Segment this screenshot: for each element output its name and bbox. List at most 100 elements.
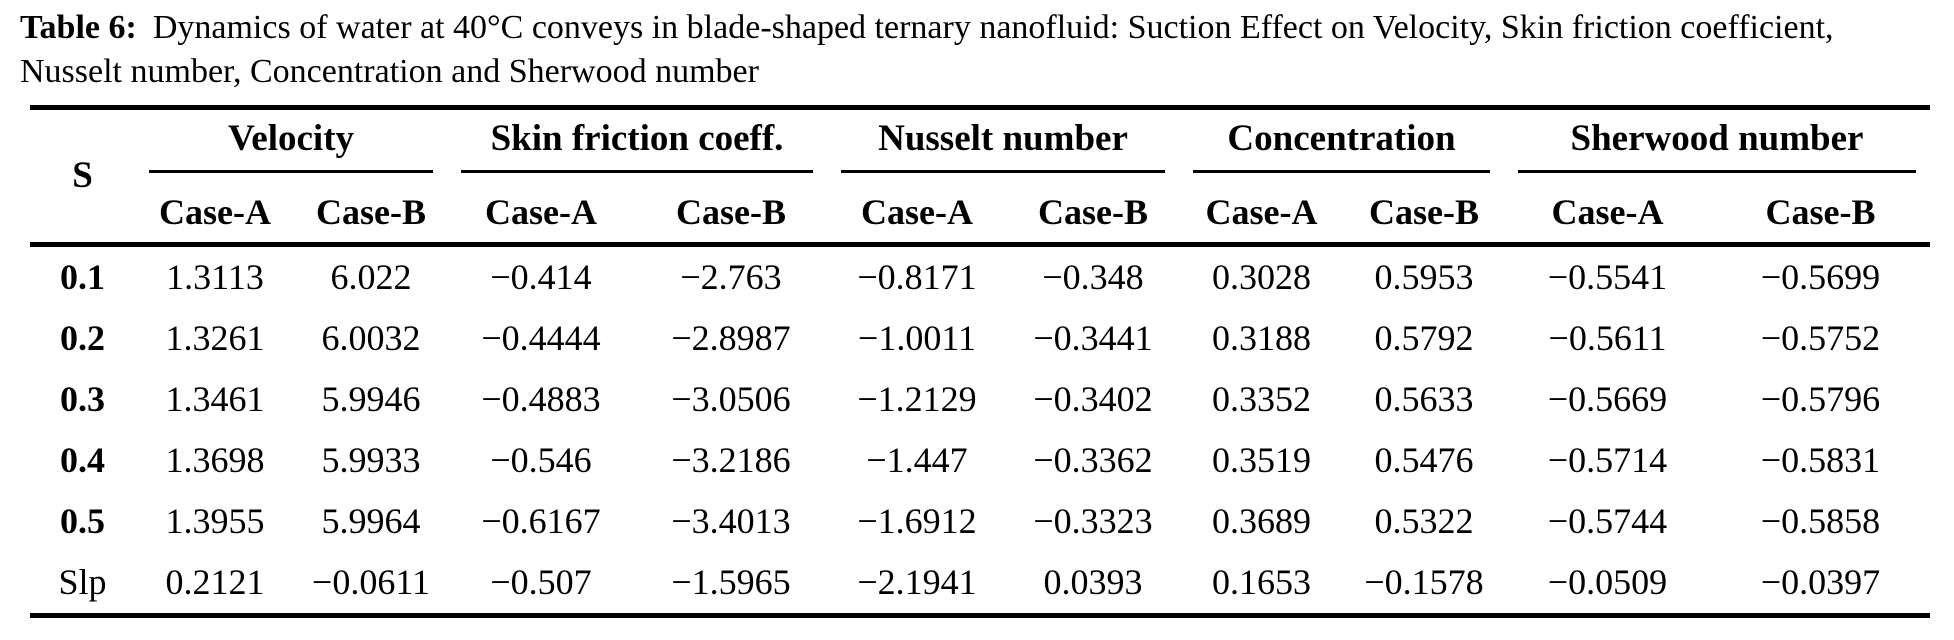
table-cell: −0.414	[490, 257, 592, 298]
table-cell: −0.348	[1042, 257, 1144, 298]
table-cell: −0.5699	[1760, 257, 1881, 298]
subheader-concentration-case-a: Case-A	[1205, 191, 1318, 232]
table-cell: −0.1578	[1364, 562, 1484, 603]
table-cell: −1.5965	[671, 562, 791, 603]
group-header-velocity: Velocity	[149, 118, 433, 173]
table-cell: −0.5669	[1547, 379, 1668, 420]
group-header-nusselt-cell: Nusselt number	[827, 108, 1179, 182]
table-cell: 0.3028	[1212, 257, 1311, 298]
subheader-sherwood-case-b: Case-B	[1765, 191, 1876, 232]
table-cell: −1.6912	[857, 501, 977, 542]
table-row: 0.3 1.3461 5.9946 −0.4883 −3.0506 −1.212…	[30, 369, 1930, 430]
table-cell: 1.3955	[165, 501, 265, 542]
table-row: 0.1 1.3113 6.022 −0.414 −2.763 −0.8171 −…	[30, 244, 1930, 308]
table-cell: −0.5858	[1760, 501, 1881, 542]
subheader-nusselt-case-a: Case-A	[861, 191, 973, 232]
table-header: S Velocity Skin friction coeff. Nusselt …	[30, 108, 1931, 245]
row-header-s: Slp	[58, 562, 107, 603]
subheader-nusselt-case-b: Case-B	[1038, 191, 1148, 232]
group-header-concentration-cell: Concentration	[1179, 108, 1504, 182]
row-header-s: 0.4	[60, 440, 105, 481]
table-cell: −2.763	[680, 257, 782, 298]
table-cell: −3.2186	[671, 440, 791, 481]
group-header-sherwood: Sherwood number	[1518, 118, 1917, 173]
subheader-skin-friction-case-a: Case-A	[485, 191, 597, 232]
table-cell: −0.6167	[481, 501, 601, 542]
table-row: Slp 0.2121 −0.0611 −0.507 −1.5965 −2.194…	[30, 552, 1930, 616]
table-row: 0.2 1.3261 6.0032 −0.4444 −2.8987 −1.001…	[30, 308, 1930, 369]
table-cell: 0.5476	[1374, 440, 1474, 481]
table-cell: −0.8171	[857, 257, 977, 298]
table-cell: −0.507	[490, 562, 592, 603]
table-cell: 0.3519	[1212, 440, 1311, 481]
table-cell: −0.5744	[1547, 501, 1668, 542]
subheader-velocity-case-b: Case-B	[316, 191, 426, 232]
group-header-skin-friction: Skin friction coeff.	[461, 118, 813, 173]
table-cell: 0.3689	[1212, 501, 1311, 542]
table-caption-label: Table 6:	[20, 9, 137, 46]
subheader-velocity-case-a: Case-A	[159, 191, 271, 232]
group-header-nusselt: Nusselt number	[841, 118, 1165, 173]
table-body: 0.1 1.3113 6.022 −0.414 −2.763 −0.8171 −…	[30, 244, 1930, 615]
group-header-row: S Velocity Skin friction coeff. Nusselt …	[30, 108, 1930, 196]
table-cell: 0.2121	[165, 562, 265, 603]
table-cell: 0.5953	[1374, 257, 1474, 298]
table-caption-text: Dynamics of water at 40°C conveys in bla…	[20, 9, 1834, 90]
group-header-sherwood-cell: Sherwood number	[1504, 108, 1930, 182]
row-header-s: 0.1	[60, 257, 105, 298]
row-header-s: 0.2	[60, 318, 105, 359]
table-cell: −2.1941	[857, 562, 977, 603]
table-cell: −1.2129	[857, 379, 977, 420]
table-cell: −3.0506	[671, 379, 791, 420]
table-cell: 0.3352	[1212, 379, 1311, 420]
table-cell: 0.1653	[1212, 562, 1311, 603]
table-cell: −0.0611	[312, 562, 430, 603]
table-cell: 1.3261	[165, 318, 265, 359]
table-cell: 5.9933	[321, 440, 421, 481]
subheader-sherwood-case-a: Case-A	[1551, 191, 1664, 232]
subheader-row: Case-A Case-B Case-A Case-B Case-A Case-…	[30, 182, 1930, 245]
table-cell: −0.546	[490, 440, 592, 481]
table-cell: −0.0397	[1760, 562, 1881, 603]
table-cell: 1.3461	[165, 379, 265, 420]
row-header-s: 0.5	[60, 501, 105, 542]
table-cell: −0.4883	[481, 379, 601, 420]
subheader-concentration-case-b: Case-B	[1369, 191, 1479, 232]
subheader-skin-friction-case-b: Case-B	[676, 191, 786, 232]
column-header-s: S	[72, 155, 93, 197]
table-cell: 5.9964	[321, 501, 421, 542]
table-cell: −0.3402	[1033, 379, 1153, 420]
table-cell: −0.5831	[1760, 440, 1881, 481]
data-table: S Velocity Skin friction coeff. Nusselt …	[30, 105, 1931, 618]
group-header-concentration: Concentration	[1193, 118, 1490, 173]
table-cell: −0.5714	[1547, 440, 1668, 481]
table-cell: −0.3362	[1033, 440, 1153, 481]
table-cell: −0.5796	[1760, 379, 1881, 420]
table-cell: −0.5541	[1547, 257, 1668, 298]
group-header-skin-friction-cell: Skin friction coeff.	[447, 108, 827, 182]
table-cell: −0.4444	[481, 318, 601, 359]
table-row: 0.5 1.3955 5.9964 −0.6167 −3.4013 −1.691…	[30, 491, 1930, 552]
table-cell: 0.5792	[1374, 318, 1474, 359]
table-cell: 6.0032	[321, 318, 421, 359]
table-cell: 1.3698	[165, 440, 265, 481]
table-cell: 6.022	[330, 257, 412, 298]
table-cell: 0.5633	[1374, 379, 1474, 420]
table-cell: 5.9946	[321, 379, 421, 420]
table-caption: Table 6: Dynamics of water at 40°C convey…	[20, 6, 1934, 93]
table-cell: −0.3441	[1033, 318, 1153, 359]
table-cell: −0.5752	[1760, 318, 1881, 359]
row-header-s: 0.3	[60, 379, 105, 420]
table-cell: −0.5611	[1548, 318, 1667, 359]
group-header-velocity-cell: Velocity	[135, 108, 447, 182]
table-cell: 0.5322	[1374, 501, 1474, 542]
table-cell: −1.0011	[858, 318, 976, 359]
table-cell: 0.0393	[1043, 562, 1143, 603]
table-row: 0.4 1.3698 5.9933 −0.546 −3.2186 −1.447 …	[30, 430, 1930, 491]
table-cell: 0.3188	[1212, 318, 1311, 359]
table-cell: −2.8987	[671, 318, 791, 359]
table-cell: −0.0509	[1547, 562, 1668, 603]
table-cell: −0.3323	[1033, 501, 1153, 542]
table-cell: −1.447	[866, 440, 968, 481]
